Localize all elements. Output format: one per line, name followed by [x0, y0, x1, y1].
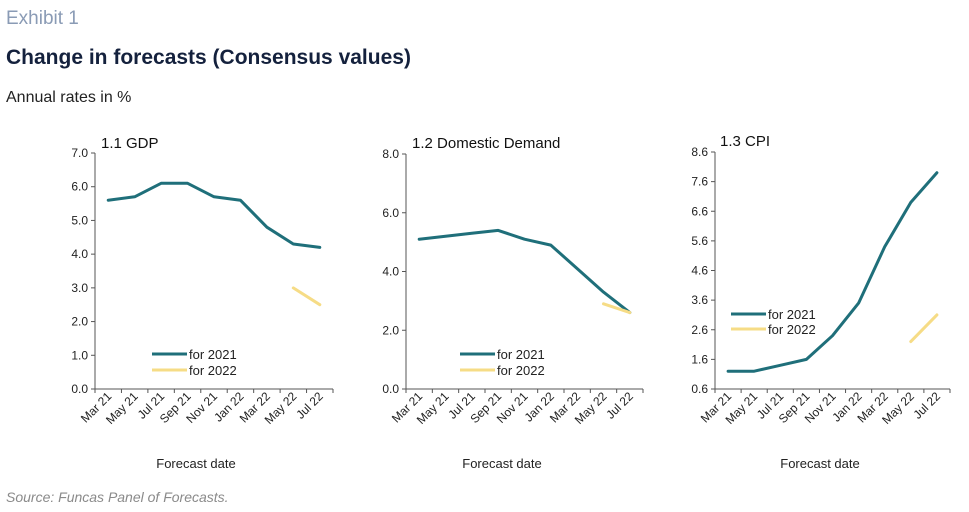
y-tick-label: 3.0 — [71, 281, 88, 295]
source-note: Source: Funcas Panel of Forecasts. — [6, 489, 229, 505]
y-tick-label: 2.0 — [382, 323, 399, 337]
x-tick-label: Jul 22 — [603, 389, 636, 422]
x-axis-label: Forecast date — [156, 456, 236, 471]
series-line-for-2022 — [602, 302, 632, 315]
y-tick-label: 8.0 — [382, 147, 399, 161]
y-tick-label: 7.0 — [71, 146, 88, 160]
y-tick-label: 0.6 — [691, 382, 708, 396]
y-tick-label: 2.6 — [691, 323, 708, 337]
y-tick-label: 1.6 — [691, 352, 708, 366]
y-tick-label: 5.6 — [691, 234, 708, 248]
y-tick-label: 6.0 — [382, 206, 399, 220]
page-title: Change in forecasts (Consensus values) — [6, 46, 411, 69]
y-tick-label: 0.0 — [71, 382, 88, 396]
legend-label: for 2022 — [189, 363, 237, 378]
y-tick-label: 4.0 — [382, 265, 399, 279]
page-subtitle: Annual rates in % — [6, 89, 132, 106]
x-axis-label: Forecast date — [462, 456, 542, 471]
exhibit-label: Exhibit 1 — [6, 8, 79, 29]
legend-label: for 2021 — [497, 347, 545, 362]
x-tick-label: Jul 22 — [293, 389, 326, 422]
y-tick-label: 2.0 — [71, 315, 88, 329]
chart-title: 1.3 CPI — [720, 133, 770, 150]
chart-title: 1.1 GDP — [101, 135, 159, 152]
y-tick-label: 8.6 — [691, 145, 708, 159]
legend-label: for 2022 — [768, 322, 816, 337]
legend-label: for 2022 — [497, 363, 545, 378]
legend-label: for 2021 — [768, 307, 816, 322]
series-line-for-2021 — [106, 181, 322, 249]
x-tick-label: Jul 22 — [911, 389, 944, 422]
y-tick-label: 4.6 — [691, 264, 708, 278]
series-line-for-2021 — [726, 171, 939, 373]
series-line-for-2021 — [417, 228, 632, 315]
y-tick-label: 6.6 — [691, 204, 708, 218]
series-line-for-2022 — [909, 313, 939, 344]
y-tick-label: 4.0 — [71, 247, 88, 261]
legend-label: for 2021 — [189, 347, 237, 362]
x-axis-label: Forecast date — [780, 456, 860, 471]
y-tick-label: 0.0 — [382, 382, 399, 396]
y-tick-label: 3.6 — [691, 293, 708, 307]
y-tick-label: 1.0 — [71, 348, 88, 362]
series-line-for-2022 — [291, 286, 322, 307]
y-tick-label: 7.6 — [691, 175, 708, 189]
chart-title: 1.2 Domestic Demand — [412, 135, 560, 152]
y-tick-label: 5.0 — [71, 213, 88, 227]
y-tick-label: 6.0 — [71, 180, 88, 194]
